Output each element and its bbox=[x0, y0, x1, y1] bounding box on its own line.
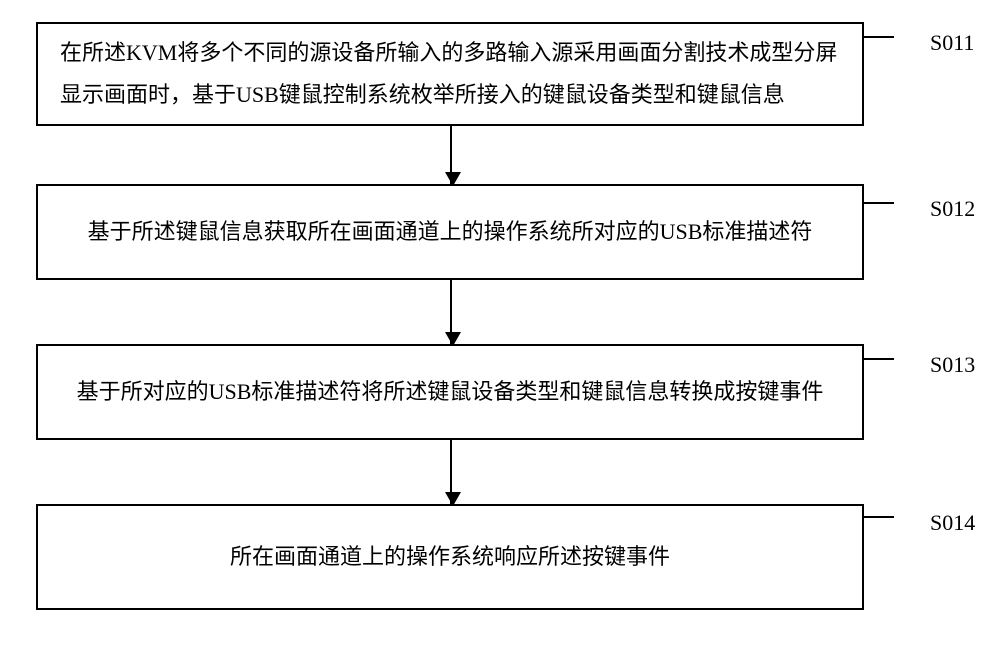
arrow-3-4 bbox=[450, 440, 452, 504]
step-label-s012: S012 bbox=[930, 196, 975, 222]
step-box-s014: 所在画面通道上的操作系统响应所述按键事件 bbox=[36, 504, 864, 610]
step-text-s013: 基于所对应的USB标准描述符将所述键鼠设备类型和键鼠信息转换成按键事件 bbox=[60, 371, 840, 413]
step-text-s011: 在所述KVM将多个不同的源设备所输入的多路输入源采用画面分割技术成型分屏显示画面… bbox=[60, 32, 840, 116]
step-box-s011: 在所述KVM将多个不同的源设备所输入的多路输入源采用画面分割技术成型分屏显示画面… bbox=[36, 22, 864, 126]
step-text-s014: 所在画面通道上的操作系统响应所述按键事件 bbox=[60, 536, 840, 578]
step-label-s014: S014 bbox=[930, 510, 975, 536]
arrowhead-icon bbox=[445, 332, 461, 346]
step-label-s011: S011 bbox=[930, 30, 974, 56]
label-connector-s014 bbox=[864, 516, 894, 518]
step-box-s013: 基于所对应的USB标准描述符将所述键鼠设备类型和键鼠信息转换成按键事件 bbox=[36, 344, 864, 440]
step-box-s012: 基于所述键鼠信息获取所在画面通道上的操作系统所对应的USB标准描述符 bbox=[36, 184, 864, 280]
label-connector-s013 bbox=[864, 358, 894, 360]
label-connector-s011 bbox=[864, 36, 894, 38]
label-connector-s012 bbox=[864, 202, 894, 204]
arrowhead-icon bbox=[445, 172, 461, 186]
step-text-s012: 基于所述键鼠信息获取所在画面通道上的操作系统所对应的USB标准描述符 bbox=[60, 211, 840, 253]
arrowhead-icon bbox=[445, 492, 461, 506]
arrow-1-2 bbox=[450, 126, 452, 184]
flowchart-canvas: 在所述KVM将多个不同的源设备所输入的多路输入源采用画面分割技术成型分屏显示画面… bbox=[0, 0, 1000, 652]
step-label-s013: S013 bbox=[930, 352, 975, 378]
arrow-2-3 bbox=[450, 280, 452, 344]
